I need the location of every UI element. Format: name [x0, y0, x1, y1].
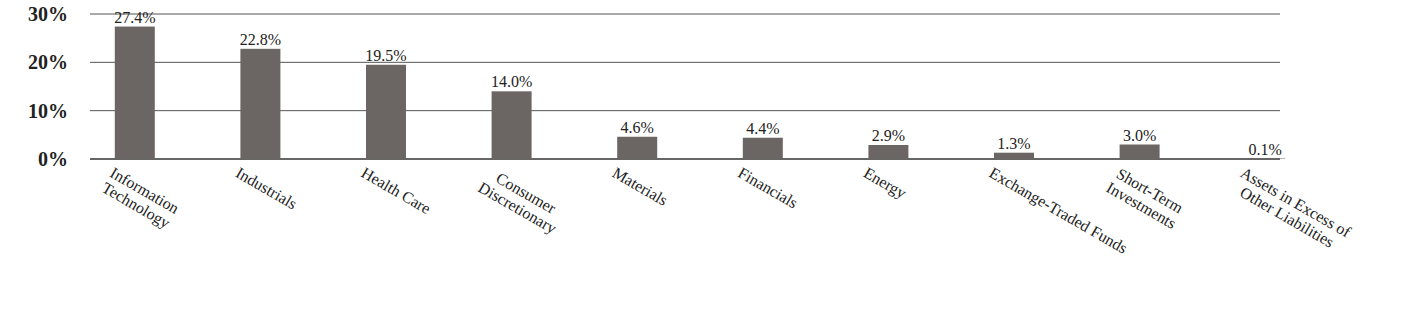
x-tick-label: Short-TermInvestments — [1104, 164, 1188, 232]
bar — [868, 145, 908, 159]
bar — [366, 65, 406, 159]
grid-line — [90, 14, 1280, 15]
y-tick-label: 20% — [28, 51, 68, 73]
data-label: 0.1% — [1249, 141, 1282, 158]
bar — [1120, 145, 1160, 160]
data-label: 4.6% — [621, 119, 654, 136]
x-tick-label: InformationTechnology — [98, 164, 182, 233]
data-label: 22.8% — [240, 31, 281, 48]
x-tick-label: Industrials — [233, 164, 300, 212]
x-tick-label-group: Assets in Excess ofOther Liabilities — [1229, 164, 1354, 256]
bar — [617, 137, 657, 159]
bar — [115, 27, 155, 159]
data-label: 1.3% — [997, 135, 1030, 152]
x-tick-label: ConsumerDiscretionary — [475, 164, 568, 238]
x-tick-label-group: Health Care — [359, 164, 434, 217]
data-label: 2.9% — [872, 127, 905, 144]
x-tick-label: Health Care — [359, 164, 434, 217]
x-tick-label-group: Exchange-Traded Funds — [986, 164, 1130, 258]
chart: 0% 10% 20% 30% 27.4% 22.8% 19.5% 14.0% 4.6% 4.4% 2… — [0, 0, 1424, 332]
x-tick-label: Financials — [735, 164, 800, 212]
data-label: 14.0% — [491, 73, 532, 90]
x-tick-label: Materials — [610, 164, 671, 209]
data-label: 19.5% — [365, 47, 406, 64]
bar — [743, 138, 783, 159]
x-tick-label: Energy — [860, 164, 909, 203]
bar — [994, 153, 1034, 159]
x-tick-label-group: ConsumerDiscretionary — [475, 164, 568, 238]
x-tick-label: Assets in Excess ofOther Liabilities — [1229, 164, 1354, 256]
x-tick-label-group: InformationTechnology — [98, 164, 182, 233]
data-label: 4.4% — [746, 120, 779, 137]
y-tick-label: 0% — [38, 148, 68, 170]
x-tick-label: Exchange-Traded Funds — [986, 164, 1130, 258]
bar — [240, 49, 280, 159]
x-tick-label-group: Industrials — [233, 164, 300, 212]
data-label: 3.0% — [1123, 127, 1156, 144]
x-tick-label-group: Short-TermInvestments — [1104, 164, 1188, 232]
bars — [115, 27, 1285, 159]
x-tick-label-group: Financials — [735, 164, 800, 212]
bar — [1245, 158, 1285, 159]
y-tick-label: 10% — [28, 100, 68, 122]
x-tick-label-group: Energy — [860, 164, 909, 203]
bar — [492, 91, 532, 159]
x-tick-label-group: Materials — [610, 164, 671, 209]
chart-container: 0% 10% 20% 30% 27.4% 22.8% 19.5% 14.0% 4.6% 4.4% 2… — [0, 0, 1424, 332]
y-tick-label: 30% — [28, 3, 68, 25]
data-label: 27.4% — [114, 9, 155, 26]
